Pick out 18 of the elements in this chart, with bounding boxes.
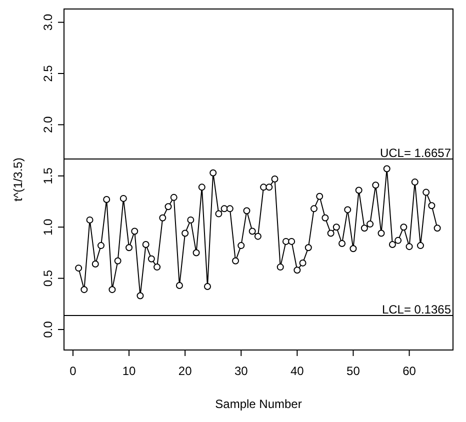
- y-tick-label: 2.0: [41, 116, 55, 134]
- x-tick-label: 30: [234, 364, 248, 378]
- x-axis-title: Sample Number: [215, 397, 302, 411]
- x-tick-label: 60: [402, 364, 416, 378]
- y-axis-title: t^(1/3.5): [11, 158, 25, 202]
- y-tick-label: 1.0: [41, 218, 55, 236]
- y-tick-label: 0.5: [41, 270, 55, 287]
- x-tick-label: 0: [70, 364, 77, 378]
- y-tick-label: 0.0: [41, 320, 55, 338]
- ref-line-label: UCL= 1.6657: [380, 146, 452, 160]
- y-tick-label: 3.0: [41, 14, 55, 31]
- ref-line-label: LCL= 0.1365: [382, 302, 452, 317]
- x-tick-label: 20: [178, 364, 192, 378]
- y-tick-label: 2.5: [41, 64, 55, 82]
- y-tick-label: 1.5: [41, 167, 55, 184]
- x-tick-label: 10: [122, 364, 136, 378]
- x-tick-label: 50: [346, 364, 360, 378]
- x-tick-label: 40: [290, 364, 304, 378]
